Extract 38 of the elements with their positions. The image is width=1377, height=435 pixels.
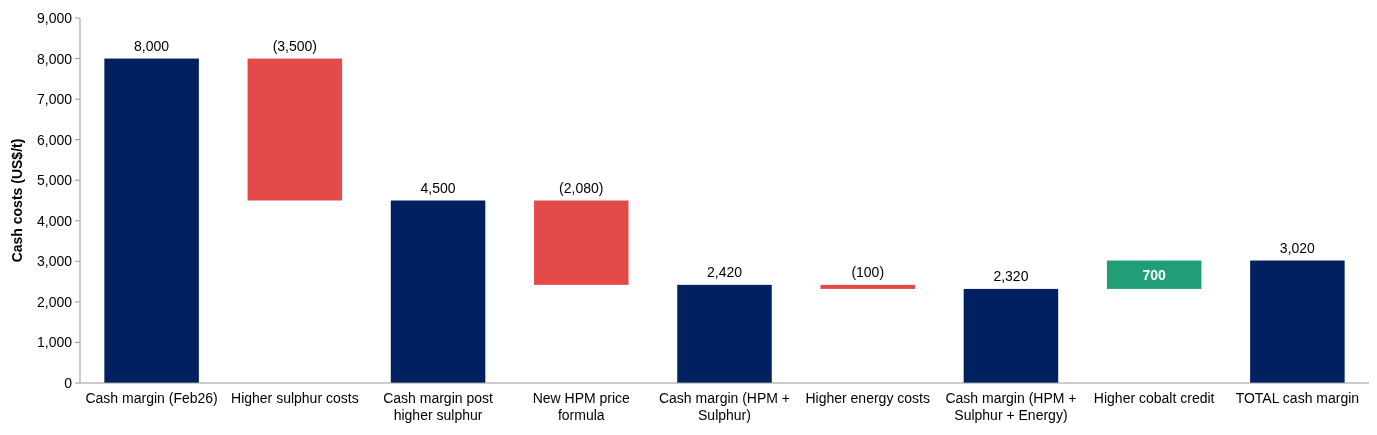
y-tick-label: 4,000 bbox=[36, 212, 73, 229]
x-tick-label: Higher sulphur costs bbox=[231, 390, 359, 406]
data-label: (100) bbox=[851, 263, 885, 280]
data-label: 2,320 bbox=[993, 267, 1029, 284]
y-axis-title: Cash costs (US$/t) bbox=[9, 138, 25, 263]
data-label: 8,000 bbox=[134, 37, 170, 54]
data-label: 4,500 bbox=[420, 179, 456, 196]
data-label: 2,420 bbox=[706, 263, 743, 280]
bar bbox=[1106, 260, 1202, 289]
data-label: 700 bbox=[1142, 266, 1167, 283]
bar bbox=[534, 200, 629, 285]
y-tick-label: 6,000 bbox=[36, 131, 73, 148]
y-tick-label: 9,000 bbox=[36, 10, 73, 26]
x-tick-label: New HPM price formula bbox=[532, 390, 631, 423]
x-tick-label: Cash margin post higher sulphur bbox=[383, 390, 494, 423]
x-tick-label: Higher energy costs bbox=[805, 390, 930, 406]
y-tick-label: 5,000 bbox=[36, 172, 73, 189]
x-tick-label: Cash margin (HPM + Sulphur) bbox=[658, 390, 791, 423]
x-tick-label: Higher cobalt credit bbox=[1093, 390, 1215, 406]
data-label: (3,500) bbox=[272, 37, 318, 54]
bar bbox=[104, 58, 199, 383]
y-tick-label: 0 bbox=[64, 375, 73, 391]
x-tick-label: TOTAL cash margin bbox=[1235, 390, 1360, 406]
bar bbox=[677, 284, 772, 383]
bar bbox=[247, 58, 343, 201]
y-tick-label: 3,000 bbox=[36, 253, 73, 270]
data-label: 3,020 bbox=[1279, 239, 1316, 256]
y-tick-label: 2,000 bbox=[36, 293, 73, 310]
x-tick-label: Cash margin (Feb26) bbox=[85, 390, 218, 406]
bar bbox=[963, 288, 1059, 383]
bar bbox=[820, 284, 915, 289]
y-tick-label: 8,000 bbox=[36, 50, 73, 67]
bar bbox=[390, 200, 486, 383]
y-tick-label: 1,000 bbox=[36, 334, 73, 351]
bar bbox=[1250, 260, 1345, 383]
x-tick-label: Cash margin (HPM + Sulphur + Energy) bbox=[945, 390, 1077, 423]
y-tick-label: 7,000 bbox=[36, 91, 73, 108]
data-label: (2,080) bbox=[559, 179, 604, 196]
